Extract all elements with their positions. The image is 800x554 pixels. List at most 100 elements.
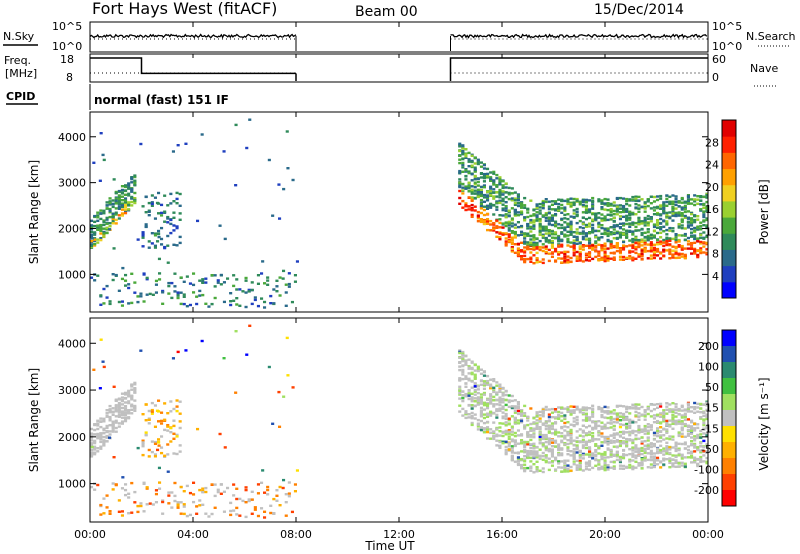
velocity-cell <box>501 442 505 445</box>
power-cell <box>674 200 678 204</box>
power-cell <box>188 282 192 285</box>
velocity-cell <box>668 410 672 413</box>
power-cell <box>124 197 128 200</box>
velocity-cell <box>198 504 202 507</box>
power-cell <box>99 232 103 235</box>
velocity-cell <box>541 436 545 439</box>
velocity-cell <box>550 464 554 467</box>
power-cell <box>547 241 551 244</box>
velocity-cell <box>671 438 675 441</box>
velocity-cell <box>597 460 601 463</box>
power-cell <box>461 144 465 147</box>
power-cell <box>652 248 656 251</box>
velocity-cell <box>591 411 595 414</box>
velocity-cell <box>668 403 672 406</box>
velocity-cell <box>668 435 672 438</box>
velocity-cell <box>461 368 465 372</box>
power-cell <box>612 258 616 261</box>
velocity-cell <box>693 406 697 409</box>
power-cell <box>584 256 588 259</box>
velocity-cell <box>120 410 124 413</box>
power-cell <box>147 246 151 249</box>
velocity-cell <box>498 444 502 448</box>
velocity-cell <box>581 454 585 457</box>
velocity-cell <box>557 446 561 450</box>
power-cell <box>108 225 112 228</box>
velocity-cell <box>544 456 548 459</box>
velocity-cell <box>662 416 666 420</box>
power-cell <box>612 220 616 223</box>
velocity-cell <box>569 454 573 457</box>
x-tick-label: 00:00 <box>692 528 724 541</box>
velocity-cell <box>609 441 613 444</box>
power-cell <box>646 217 650 221</box>
velocity-cell <box>479 398 483 401</box>
velocity-cell <box>544 427 548 431</box>
velocity-cell <box>538 427 542 431</box>
power-cell <box>163 210 167 213</box>
power-cell <box>145 293 149 296</box>
velocity-cell <box>513 439 517 442</box>
power-cell <box>93 242 97 246</box>
power-cell <box>267 158 271 162</box>
velocity-cell <box>520 466 524 469</box>
velocity-cell <box>680 457 684 460</box>
power-cell <box>532 234 536 237</box>
velocity-cell <box>575 440 579 444</box>
velocity-cell <box>659 434 663 437</box>
velocity-cell <box>646 452 650 455</box>
velocity-cell <box>665 430 669 433</box>
velocity-cell <box>526 423 530 427</box>
power-cell <box>470 203 474 207</box>
power-cell <box>603 258 607 261</box>
power-cell <box>492 222 496 225</box>
power-cell <box>464 156 468 159</box>
velocity-cell <box>563 437 567 440</box>
velocity-cell <box>160 411 164 414</box>
power-cell <box>615 224 619 228</box>
power-cell <box>167 281 171 285</box>
power-cell <box>175 225 179 228</box>
power-cell <box>176 291 180 294</box>
velocity-cell <box>566 464 570 467</box>
velocity-cell <box>263 516 267 519</box>
velocity-cell <box>176 506 180 509</box>
velocity-cell <box>628 421 632 425</box>
power-cell <box>520 230 524 233</box>
velocity-cell <box>628 453 632 456</box>
velocity-cell <box>671 408 675 411</box>
velocity-cell <box>625 444 629 447</box>
power-cell <box>278 276 282 279</box>
velocity-cell <box>492 437 496 441</box>
velocity-cell <box>127 400 131 403</box>
power-cell <box>637 204 641 207</box>
power-cell <box>600 236 604 239</box>
power-cell <box>523 254 527 258</box>
velocity-cell <box>458 410 462 413</box>
power-cell <box>492 195 496 198</box>
velocity-cell <box>105 415 109 418</box>
power-cell <box>572 239 576 242</box>
velocity-cell <box>510 406 514 410</box>
power-cell <box>108 300 112 303</box>
velocity-cell <box>232 494 236 497</box>
freq-label-bottom: [MHz] <box>5 67 37 80</box>
velocity-cell <box>492 386 496 389</box>
power-cell <box>618 234 622 237</box>
velocity-cell <box>643 432 647 435</box>
power-cell <box>498 232 502 235</box>
power-cell <box>473 183 477 186</box>
power-cell <box>575 221 579 225</box>
velocity-cell <box>532 444 536 448</box>
power-cell <box>473 162 477 165</box>
velocity-cell <box>693 459 697 462</box>
power-cell <box>532 213 536 216</box>
velocity-cell <box>677 413 681 416</box>
velocity-cell <box>612 453 616 456</box>
velocity-cell <box>154 489 158 492</box>
velocity-cell <box>473 388 477 392</box>
velocity-cell <box>153 404 157 407</box>
power-cell <box>547 200 551 203</box>
power-cell <box>464 155 468 158</box>
